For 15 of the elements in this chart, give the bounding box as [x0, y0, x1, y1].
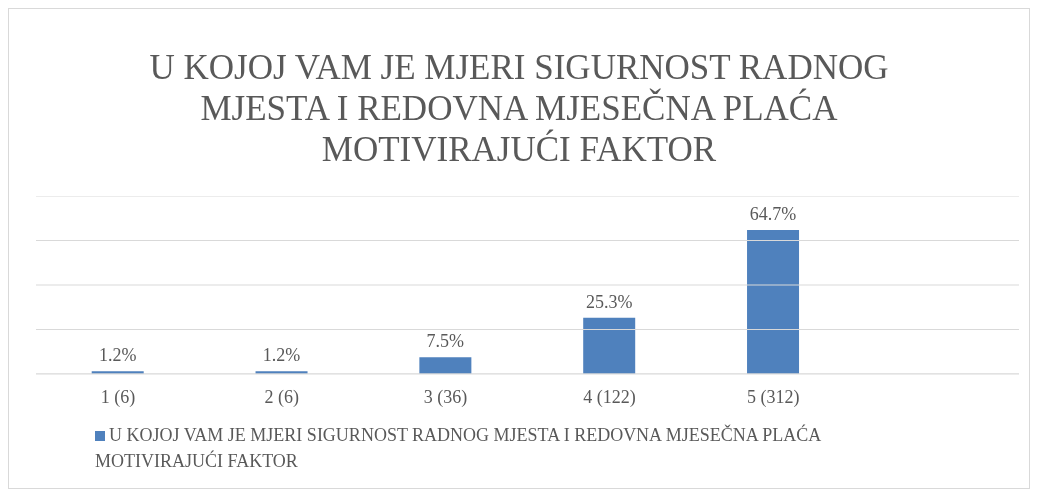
x-tick-label: 4 (122) [583, 386, 636, 408]
data-label: 1.2% [98, 345, 137, 366]
bar [747, 230, 800, 374]
data-label: 7.5% [426, 331, 465, 352]
x-tick-label: 5 (312) [747, 386, 800, 408]
x-tick-label: 3 (36) [423, 386, 468, 408]
bar [419, 357, 472, 374]
bar [583, 317, 636, 374]
data-label: 1.2% [262, 345, 301, 366]
legend-label: U KOJOJ VAM JE MJERI SIGURNOST RADNOG MJESTA I REDOVNA MJESEČNA PLAĆA MOTIVIRAJUĆI FAKTOR [95, 423, 822, 473]
x-tick-label: 2 (6) [264, 386, 299, 408]
x-tick-label: 1 (6) [100, 386, 136, 408]
data-label: 25.3% [585, 291, 633, 312]
chart-title: U KOJOJ VAM JE MJERI SIGURNOST RADNOG MJESTA I REDOVNA MJESEČNA PLAĆA MOTIVIRAJUĆI FAKTOR [148, 47, 890, 170]
data-label: 64.7% [749, 204, 797, 225]
